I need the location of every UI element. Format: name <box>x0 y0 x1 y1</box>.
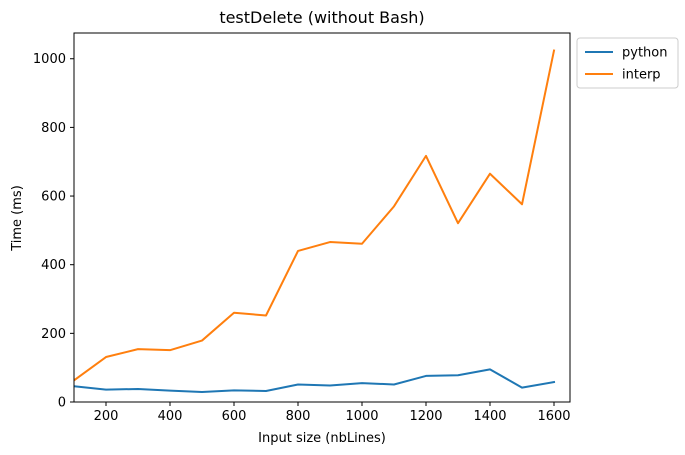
y-tick-label: 400 <box>41 258 66 273</box>
x-axis-label: Input size (nbLines) <box>258 431 386 446</box>
legend: python interp <box>576 37 679 89</box>
y-axis-label: Time (ms) <box>10 185 25 252</box>
x-tick-label: 1400 <box>473 409 506 424</box>
plot-area <box>74 49 556 394</box>
legend-label-interp: interp <box>622 68 661 83</box>
plot-frame <box>73 32 571 403</box>
y-tick-label: 200 <box>41 327 66 342</box>
y-tick-label: 600 <box>41 190 66 205</box>
chart-title: testDelete (without Bash) <box>219 8 424 27</box>
series-line-interp <box>74 49 556 382</box>
x-tick-label: 600 <box>222 409 247 424</box>
x-tick-label: 1200 <box>409 409 442 424</box>
axes: 200 400 600 800 1000 1200 1400 1600 0 200 400 600 80… <box>33 32 571 424</box>
legend-box <box>576 37 679 89</box>
legend-label-python: python <box>622 46 667 61</box>
x-tick-label: 1000 <box>345 409 378 424</box>
x-tick-label: 800 <box>286 409 311 424</box>
y-tick-label: 0 <box>58 396 66 411</box>
y-tick-label: 1000 <box>33 52 66 67</box>
x-tick-label: 200 <box>94 409 119 424</box>
x-tick-label: 1600 <box>537 409 570 424</box>
series-line-python <box>74 368 556 394</box>
x-tick-label: 400 <box>158 409 183 424</box>
y-tick-label: 800 <box>41 121 66 136</box>
